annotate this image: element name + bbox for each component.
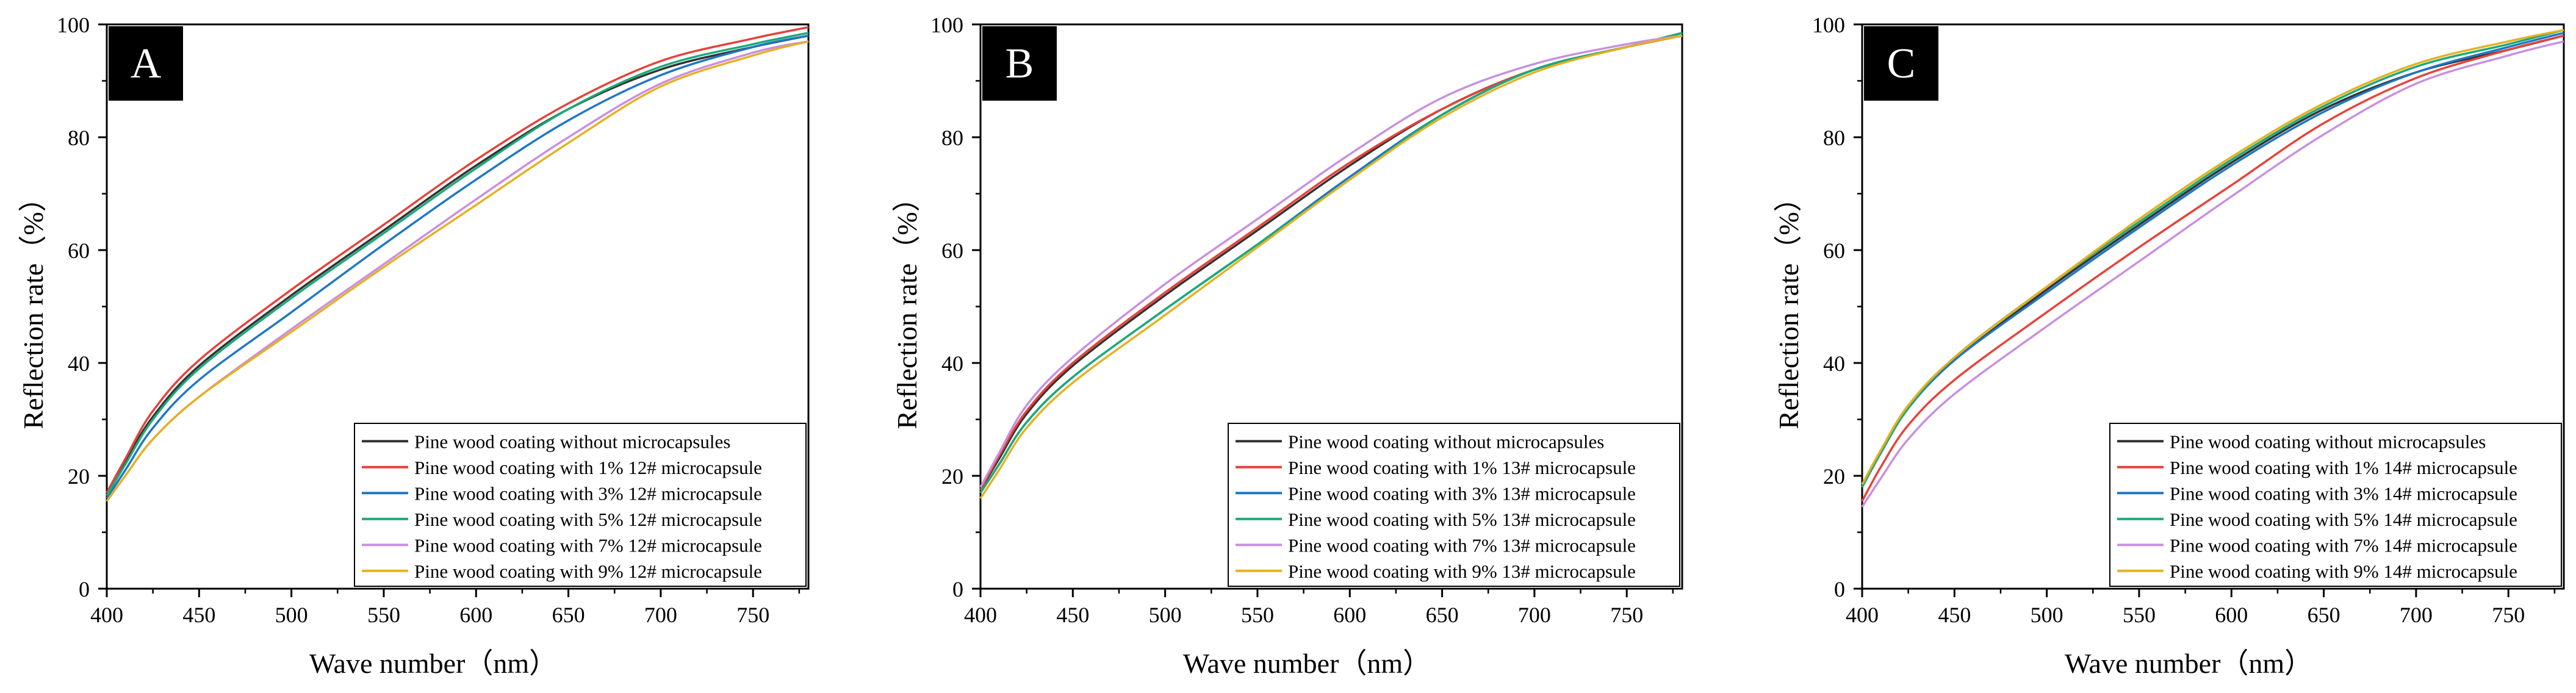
x-axis-label: Wave number（nm）	[1183, 648, 1431, 679]
y-tick-label: 80	[68, 126, 90, 150]
series-line-0	[1861, 34, 2564, 488]
y-tick-label: 20	[68, 464, 90, 489]
legend-box	[2109, 423, 2562, 587]
legend-label: Pine wood coating with 1% 12# microcapsu…	[414, 457, 762, 478]
legend-label: Pine wood coating with 7% 14# microcapsu…	[2170, 534, 2517, 556]
x-tick-label: 450	[1938, 603, 1971, 627]
y-tick-label: 80	[1823, 126, 1845, 150]
legend-label: Pine wood coating without microcapsules	[2170, 431, 2486, 452]
y-tick-label: 0	[1834, 577, 1845, 601]
y-axis-label: Reflection rate（%）	[1773, 184, 1804, 429]
y-tick-label: 60	[1823, 239, 1845, 263]
x-tick-label: 450	[1056, 603, 1089, 627]
legend-label: Pine wood coating with 5% 12# microcapsu…	[414, 509, 762, 530]
x-tick-label: 550	[367, 603, 400, 627]
x-tick-label: 500	[1149, 603, 1182, 627]
x-tick-label: 750	[1610, 603, 1643, 627]
series-line-5	[979, 34, 1683, 499]
panel-label-box	[1864, 26, 1938, 101]
x-tick-label: 600	[2215, 603, 2248, 627]
legend-label: Pine wood coating with 3% 14# microcapsu…	[2170, 483, 2517, 504]
legend-label: Pine wood coating with 1% 13# microcapsu…	[1288, 457, 1636, 478]
legend-label: Pine wood coating without microcapsules	[1288, 431, 1604, 452]
x-tick-label: 550	[2123, 603, 2156, 627]
x-tick-label: 700	[1518, 603, 1551, 627]
chart-panel-b: 400 450 500 550 600 650 700 750 0 20 40 60 80 100 Wave…	[891, 13, 1683, 679]
x-tick-label: 400	[90, 603, 123, 627]
x-tick-label: 750	[2492, 603, 2525, 627]
series-line-3	[106, 32, 809, 497]
x-tick-label: 600	[1333, 603, 1366, 627]
legend-box	[1228, 423, 1680, 587]
legend-label: Pine wood coating with 1% 14# microcapsu…	[2170, 457, 2517, 478]
series-line-3	[1861, 29, 2564, 488]
chart-panel-a: 400 450 500 550 600 650 700 750 0 20 40 60 80 100 Wave…	[18, 13, 810, 679]
x-tick-label: 400	[1846, 603, 1879, 627]
y-axis-label: Reflection rate（%）	[891, 184, 923, 429]
series-line-4	[979, 34, 1683, 488]
x-tick-label: 650	[2308, 603, 2340, 627]
legend-label: Pine wood coating with 9% 14# microcapsu…	[2170, 561, 2517, 582]
x-tick-label: 400	[964, 603, 997, 627]
y-tick-label: 80	[941, 126, 963, 150]
series-line-1	[106, 26, 809, 494]
y-tick-label: 100	[1812, 13, 1845, 37]
x-axis-label: Wave number（nm）	[309, 648, 557, 679]
legend-box	[354, 423, 807, 587]
x-tick-label: 500	[2031, 603, 2063, 627]
y-tick-label: 0	[952, 577, 963, 601]
series-line-0	[979, 34, 1683, 490]
y-tick-label: 0	[79, 577, 90, 601]
x-tick-label: 700	[2400, 603, 2433, 627]
x-tick-label: 450	[182, 603, 215, 627]
panel-label: C	[1887, 40, 1916, 87]
y-tick-label: 20	[941, 464, 963, 489]
y-tick-label: 60	[68, 239, 90, 263]
series-line-4	[1861, 40, 2564, 508]
legend-label: Pine wood coating with 7% 13# microcapsu…	[1288, 534, 1636, 556]
series-line-2	[1861, 32, 2564, 488]
panel-label: A	[131, 40, 162, 87]
series-line-1	[979, 34, 1683, 490]
series-line-3	[979, 32, 1683, 494]
legend-label: Pine wood coating with 7% 12# microcapsu…	[414, 534, 762, 556]
x-tick-label: 750	[736, 603, 769, 627]
legend-label: Pine wood coating with 5% 13# microcapsu…	[1288, 509, 1636, 530]
x-tick-label: 650	[552, 603, 585, 627]
x-tick-label: 700	[644, 603, 677, 627]
x-axis-label: Wave number（nm）	[2065, 648, 2312, 679]
legend-label: Pine wood coating with 5% 14# microcapsu…	[2170, 509, 2517, 530]
series-line-1	[1861, 34, 2564, 502]
y-tick-label: 40	[941, 351, 963, 376]
y-axis-label: Reflection rate（%）	[18, 184, 49, 429]
chart-panel-c: 400 450 500 550 600 650 700 750 0 20 40 60 80 100 Wave…	[1773, 13, 2565, 679]
legend-label: Pine wood coating with 9% 12# microcapsu…	[414, 561, 762, 582]
series-line-2	[106, 34, 809, 499]
legend-label: Pine wood coating with 9% 13# microcapsu…	[1288, 561, 1636, 582]
x-tick-label: 600	[459, 603, 492, 627]
legend-label: Pine wood coating with 3% 12# microcapsu…	[414, 483, 762, 504]
legend-label: Pine wood coating without microcapsules	[414, 431, 730, 452]
series-line-5	[106, 40, 809, 502]
legend-label: Pine wood coating with 3% 13# microcapsu…	[1288, 483, 1636, 504]
y-tick-label: 60	[941, 239, 963, 263]
panel-label-box	[109, 26, 183, 101]
y-tick-label: 100	[930, 13, 963, 37]
x-tick-label: 650	[1426, 603, 1459, 627]
y-tick-label: 100	[57, 13, 90, 37]
x-tick-label: 550	[1241, 603, 1274, 627]
series-line-0	[106, 34, 809, 497]
panel-label-box	[982, 26, 1057, 101]
y-tick-label: 40	[68, 351, 90, 376]
x-tick-label: 500	[275, 603, 308, 627]
y-tick-label: 40	[1823, 351, 1845, 376]
panel-label: B	[1006, 40, 1034, 87]
series-line-5	[1861, 29, 2564, 485]
y-tick-label: 20	[1823, 464, 1845, 489]
